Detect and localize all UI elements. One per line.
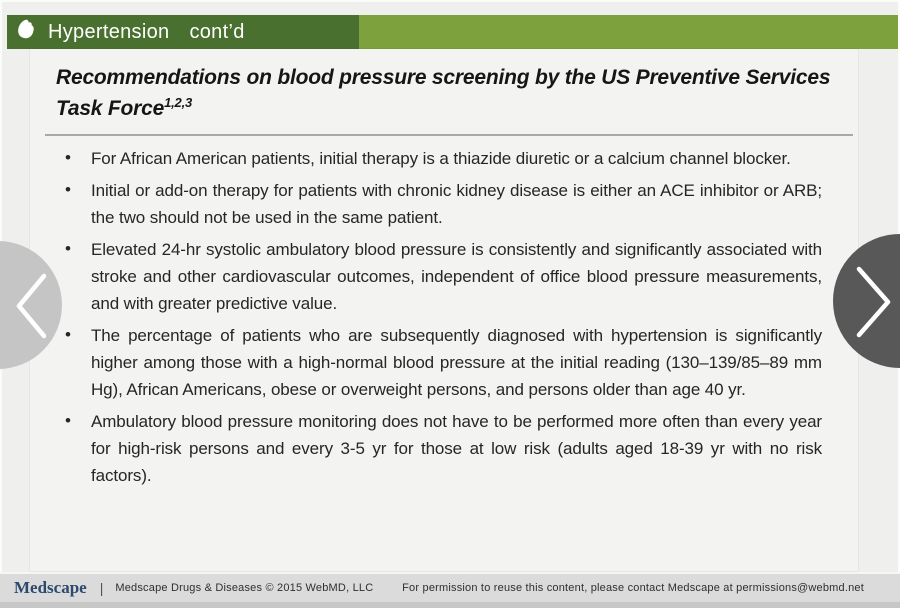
- slide-title-text: Recommendations on blood pressure screen…: [56, 66, 831, 120]
- footer-bar: Medscape | Medscape Drugs & Diseases © 2…: [0, 572, 900, 602]
- bullet-icon: •: [65, 325, 71, 344]
- slide-title-references: 1,2,3: [164, 95, 193, 110]
- bullet-text: Elevated 24-hr systolic ambulatory blood…: [91, 240, 822, 313]
- header-accent-segment: [359, 15, 898, 49]
- fist-icon: [18, 19, 34, 38]
- header-bar: Hypertension cont’d: [7, 15, 898, 49]
- page-title: Hypertension cont’d: [48, 21, 245, 44]
- page-title-contd: cont’d: [189, 20, 245, 43]
- bullet-text: For African American patients, initial t…: [91, 149, 791, 168]
- slide-content-panel: Recommendations on blood pressure screen…: [30, 49, 858, 571]
- chevron-right-icon: [856, 266, 891, 338]
- footer-permission-notice: For permission to reuse this content, pl…: [402, 582, 864, 594]
- bullet-text: Initial or add-on therapy for patients w…: [91, 181, 822, 227]
- bullet-text: Ambulatory blood pressure monitoring doe…: [91, 412, 822, 485]
- list-item: • For African American patients, initial…: [58, 145, 822, 172]
- medscape-logo: Medscape: [14, 578, 87, 597]
- chevron-left-icon: [16, 273, 47, 339]
- bullet-list: • For African American patients, initial…: [58, 145, 822, 489]
- footer-copyright: Medscape Drugs & Diseases © 2015 WebMD, …: [115, 582, 374, 594]
- page-title-text: Hypertension: [48, 20, 170, 43]
- bullet-icon: •: [65, 148, 71, 167]
- list-item: • Ambulatory blood pressure monitoring d…: [58, 408, 822, 489]
- list-item: • The percentage of patients who are sub…: [58, 322, 822, 403]
- bullet-text: The percentage of patients who are subse…: [91, 326, 822, 399]
- header-title-segment: Hypertension cont’d: [7, 15, 359, 49]
- list-item: • Initial or add-on therapy for patients…: [58, 177, 822, 231]
- bullet-icon: •: [65, 239, 71, 258]
- list-item: • Elevated 24-hr systolic ambulatory blo…: [58, 236, 822, 317]
- footer-bottom-strip: [0, 602, 900, 608]
- title-divider: [45, 134, 853, 136]
- slide-title: Recommendations on blood pressure screen…: [56, 62, 834, 124]
- footer-separator: |: [99, 580, 104, 596]
- bullet-icon: •: [65, 180, 71, 199]
- bullet-icon: •: [65, 411, 71, 430]
